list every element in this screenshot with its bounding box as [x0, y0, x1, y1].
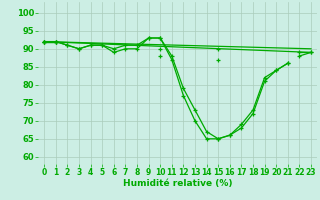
X-axis label: Humidité relative (%): Humidité relative (%) — [123, 179, 232, 188]
